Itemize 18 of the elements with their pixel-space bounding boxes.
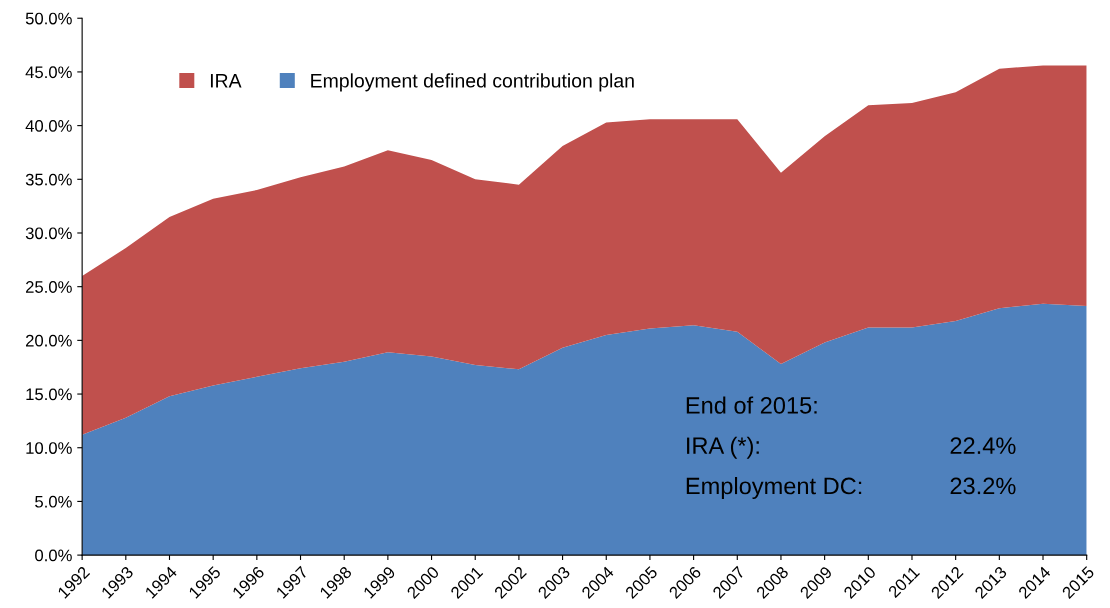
annotation: 22.4% (950, 437, 1016, 454)
annotation: End of 2015: (686, 396, 817, 414)
y-tick-label: 10.0% (26, 442, 72, 454)
annotation: IRA (*): (687, 436, 759, 459)
y-tick-label: 50.0% (25, 12, 72, 25)
annotation: Employment DC: (686, 476, 862, 499)
y-tick-label: 45.0% (25, 66, 72, 79)
y-tick-label: 30.0% (25, 227, 72, 240)
y-tick-label: 0.0% (35, 549, 72, 562)
y-tick-label: 25.0% (26, 281, 72, 293)
y-tick-label: 5.0% (35, 495, 72, 508)
y-tick-label: 35.0% (25, 173, 72, 186)
annotation: 23.2% (950, 477, 1016, 495)
legend-label: Employment defined contribution plan (311, 73, 634, 92)
y-tick-label: 20.0% (26, 334, 72, 347)
y-tick-label: 15.0% (26, 388, 72, 401)
y-tick-label: 40.0% (25, 120, 72, 132)
legend-label: IRA (210, 74, 242, 88)
